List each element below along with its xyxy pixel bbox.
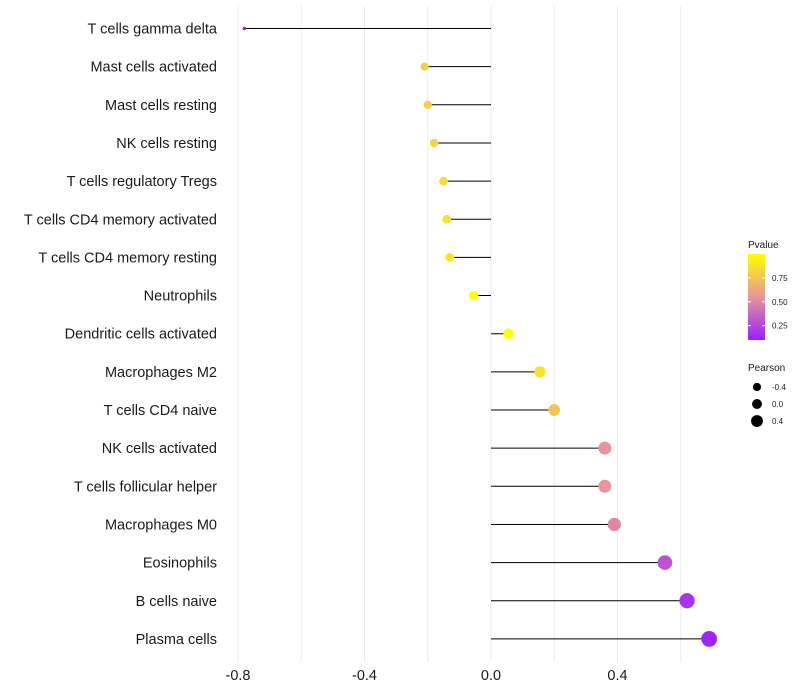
pearson-size-dot	[751, 415, 763, 427]
category-label: T cells CD4 naive	[104, 403, 217, 419]
stem-layer	[244, 28, 710, 640]
lollipop-dot	[598, 441, 612, 455]
category-label: Plasma cells	[136, 632, 217, 648]
lollipop-dot	[607, 517, 621, 532]
category-label: T cells regulatory Tregs	[67, 174, 217, 190]
lollipop-dot	[439, 176, 448, 186]
x-tick-label: -0.4	[352, 668, 377, 684]
pearson-size-dot	[752, 382, 762, 392]
pvalue-legend: Pvalue 0.75 0.50 0.25	[748, 240, 788, 340]
category-label: T cells CD4 memory resting	[38, 250, 217, 266]
category-label: Neutrophils	[144, 289, 217, 305]
pvalue-tick-label: 0.25	[772, 322, 788, 331]
x-tick-label: -0.8	[226, 668, 251, 684]
pvalue-tick-label: 0.50	[772, 298, 788, 307]
lollipop-dot	[701, 631, 718, 647]
lollipop-dot	[548, 404, 561, 416]
category-label: NK cells activated	[102, 441, 217, 457]
lollipop-dot	[420, 62, 429, 71]
lollipop-dot	[423, 100, 432, 109]
lollipop-dot	[598, 479, 612, 493]
lollipop-dot	[242, 26, 247, 31]
category-label: Mast cells resting	[105, 98, 217, 114]
category-label: T cells follicular helper	[74, 479, 217, 495]
x-axis-ticks: -0.8 -0.4 0.0 0.4	[226, 668, 628, 684]
category-label: Mast cells activated	[90, 60, 217, 76]
category-labels: T cells gamma delta Mast cells activated M…	[24, 22, 218, 648]
lollipop-dot	[503, 328, 514, 339]
dot-layer	[242, 26, 718, 647]
pvalue-colorbar	[748, 254, 765, 340]
lollipop-dot	[534, 366, 546, 378]
category-label: Macrophages M0	[105, 517, 217, 533]
lollipop-dot	[468, 290, 479, 301]
pvalue-tick-label: 0.75	[772, 274, 788, 283]
lollipop-dot	[445, 252, 455, 262]
pvalue-legend-title: Pvalue	[748, 240, 779, 251]
x-tick-label: 0.4	[607, 668, 627, 684]
lollipop-dot	[442, 214, 452, 224]
pearson-legend: Pearson -0.4 0.0 0.4	[748, 363, 786, 427]
pearson-entry-label: 0.4	[772, 417, 784, 426]
category-label: Eosinophils	[143, 556, 217, 572]
category-label: T cells gamma delta	[88, 22, 218, 38]
pearson-entry-label: 0.0	[772, 400, 784, 409]
lollipop-dot	[657, 555, 673, 570]
lollipop-dot	[429, 138, 439, 148]
category-label: T cells CD4 memory activated	[24, 212, 217, 228]
pearson-legend-title: Pearson	[748, 363, 785, 374]
category-label: Dendritic cells activated	[65, 327, 217, 343]
pearson-entry-label: -0.4	[772, 383, 786, 392]
x-tick-label: 0.0	[481, 668, 501, 684]
category-label: Macrophages M2	[105, 365, 217, 381]
category-label: B cells naive	[136, 594, 217, 610]
pearson-size-dot	[752, 399, 762, 409]
category-label: NK cells resting	[116, 136, 217, 152]
lollipop-dot	[679, 593, 695, 609]
